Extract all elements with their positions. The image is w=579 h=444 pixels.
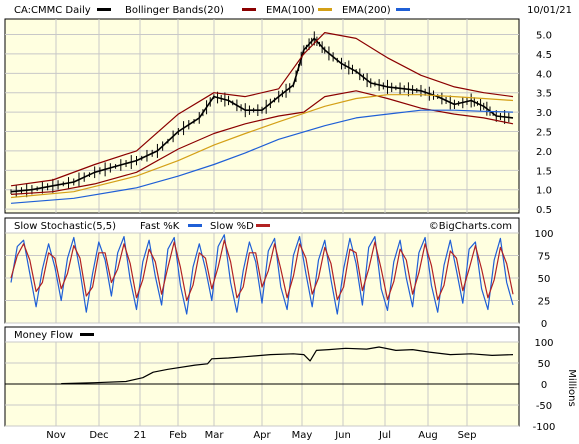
x-tick-label: Feb xyxy=(169,430,187,441)
money-flow-swatch xyxy=(80,333,94,336)
y-tick-label: 5.0 xyxy=(536,31,552,42)
y-tick-label: -50 xyxy=(536,401,552,412)
series-line-money-flow xyxy=(61,346,514,385)
series-line-bollinger-upper xyxy=(10,31,514,187)
money-flow-y-axis: 100 50 0 -50 -100 xyxy=(533,338,556,433)
ema200-legend-label: EMA(200) xyxy=(342,5,391,16)
bollinger-legend-label: Bollinger Bands(20) xyxy=(125,5,224,16)
money-flow-series xyxy=(61,346,514,385)
y-tick-label: 2.0 xyxy=(536,147,552,158)
price-y-axis: 5.0 4.5 4.0 3.5 3.0 2.5 2.0 1.5 1.0 0.5 xyxy=(536,31,552,217)
y-tick-label: -100 xyxy=(533,422,556,433)
y-tick-label: 25 xyxy=(538,297,551,308)
y-tick-label: 100 xyxy=(534,229,553,240)
series-line-slow-d xyxy=(10,239,514,302)
ema100-legend-swatch xyxy=(318,8,332,11)
x-axis: Nov Dec 21 Feb Mar Apr May Jun Jul Aug Sep xyxy=(46,430,476,441)
stochastic-grid xyxy=(5,232,519,324)
x-tick-label: Jun xyxy=(334,430,351,441)
y-tick-label: 4.0 xyxy=(536,69,552,80)
price-series xyxy=(10,31,514,204)
y-tick-label: 3.0 xyxy=(536,108,552,119)
money-flow-grid xyxy=(5,341,519,427)
y-tick-label: 0.5 xyxy=(536,205,552,216)
watermark: ©BigCharts.com xyxy=(429,221,512,232)
fast-k-label: Fast %K xyxy=(140,221,180,232)
slow-d-label: Slow %D xyxy=(210,221,254,232)
bollinger-legend-swatch xyxy=(242,8,256,11)
ema100-legend-label: EMA(100) xyxy=(266,5,315,16)
x-tick-label: Sep xyxy=(458,430,477,441)
x-tick-label: Aug xyxy=(418,430,438,441)
money-flow-label: Money Flow xyxy=(14,330,73,341)
fast-k-swatch xyxy=(188,224,202,227)
price-grid xyxy=(5,19,519,213)
stochastic-y-axis: 100 75 50 25 0 xyxy=(534,229,553,330)
y-tick-label: 2.5 xyxy=(536,128,552,139)
x-tick-label: Nov xyxy=(46,430,66,441)
y-tick-label: 75 xyxy=(538,252,551,263)
series-line-ema-100 xyxy=(10,94,514,199)
y-tick-label: 1.0 xyxy=(536,186,552,197)
x-tick-label: Jul xyxy=(378,430,391,441)
x-tick-label: Mar xyxy=(205,430,225,441)
ema200-legend-swatch xyxy=(396,8,410,11)
y-tick-label: 50 xyxy=(538,359,551,370)
chart-date: 10/01/21 xyxy=(527,5,572,16)
y-tick-label: 3.5 xyxy=(536,89,552,100)
stochastic-series xyxy=(10,234,514,315)
price-legend-swatch xyxy=(97,8,111,11)
x-tick-label: 21 xyxy=(134,430,147,441)
money-flow-units: Millions xyxy=(566,369,577,406)
stochastic-label: Slow Stochastic(5,5) xyxy=(14,221,116,232)
y-tick-label: 100 xyxy=(534,338,553,349)
y-tick-label: 1.5 xyxy=(536,166,552,177)
x-tick-label: Apr xyxy=(253,430,271,441)
y-tick-label: 4.5 xyxy=(536,50,552,61)
chart-header: CA:CMMC Daily Bollinger Bands(20) EMA(10… xyxy=(14,5,572,16)
x-tick-label: May xyxy=(292,430,313,441)
slow-d-swatch xyxy=(256,224,270,227)
series-line-bollinger-lower xyxy=(10,90,514,195)
symbol-label: CA:CMMC Daily xyxy=(14,5,91,16)
x-tick-label: Dec xyxy=(89,430,108,441)
y-tick-label: 0 xyxy=(541,319,547,330)
series-line-fast-k xyxy=(10,234,514,315)
series-line-ema-200 xyxy=(10,109,514,204)
y-tick-label: 0 xyxy=(541,380,547,391)
y-tick-label: 50 xyxy=(538,274,551,285)
